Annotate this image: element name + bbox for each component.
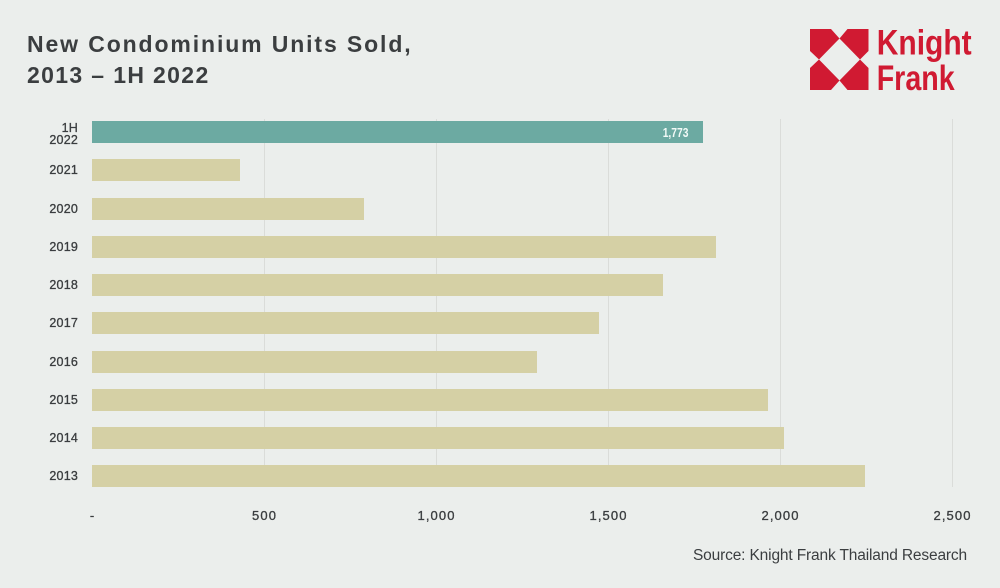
svg-text:Knight: Knight: [877, 29, 972, 62]
svg-text:Frank: Frank: [877, 57, 955, 90]
svg-text:1,773: 1,773: [663, 126, 689, 140]
